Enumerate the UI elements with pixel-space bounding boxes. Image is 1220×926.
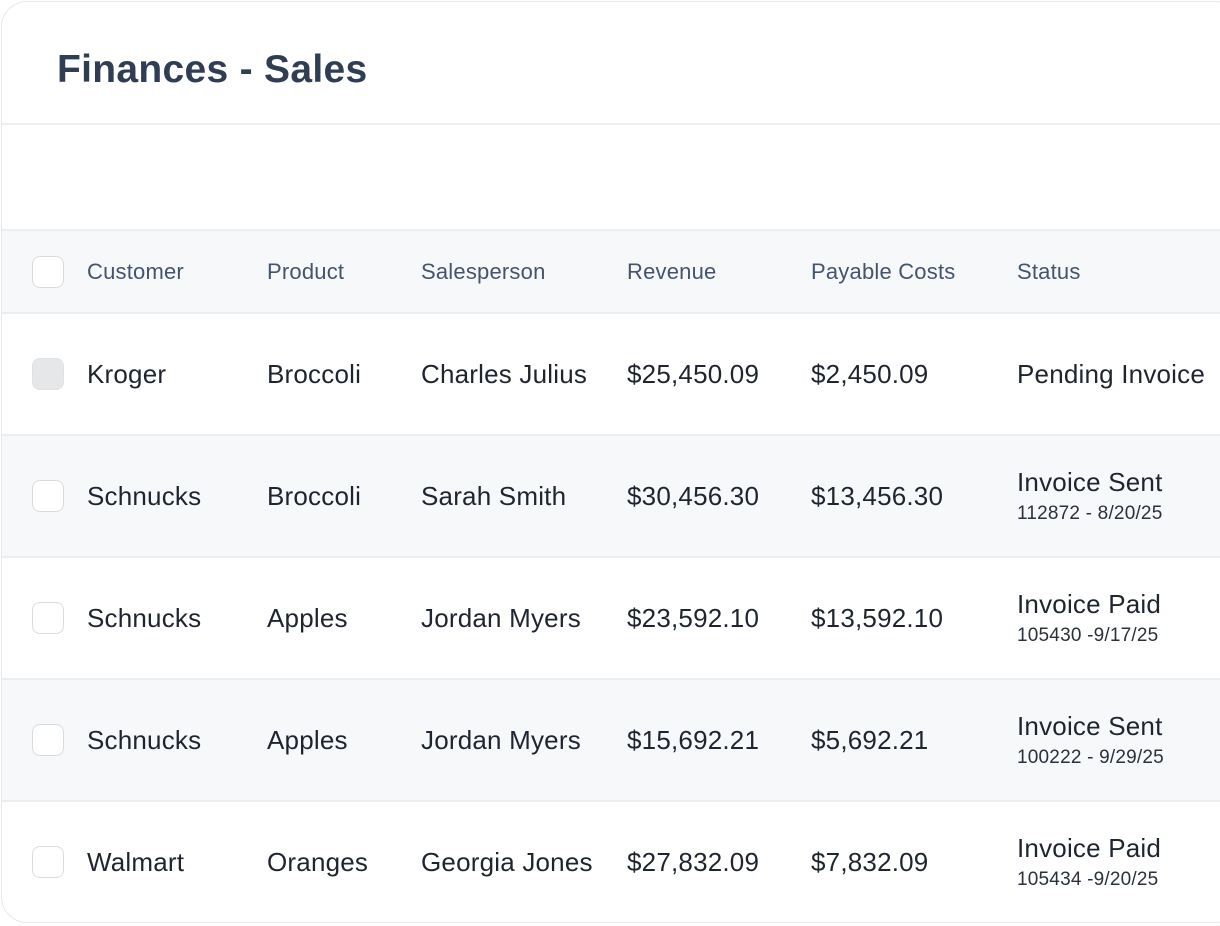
status-label: Pending Invoice — [1017, 359, 1206, 389]
product-cell: Broccoli — [267, 359, 362, 389]
salesperson-cell: Charles Julius — [421, 359, 588, 389]
revenue-cell: $23,592.10 — [627, 603, 760, 633]
invoice-detail: 105434 -9/20/25 — [1017, 869, 1159, 890]
status-label: Invoice Sent — [1017, 711, 1163, 741]
row-checkbox[interactable] — [32, 480, 64, 512]
table-header-row: Customer Product Salesperson Revenue Pay… — [2, 231, 1220, 314]
column-header-product[interactable]: Product — [267, 231, 421, 314]
sales-table: Customer Product Salesperson Revenue Pay… — [2, 231, 1220, 922]
product-cell: Broccoli — [267, 481, 362, 511]
column-header-payable-costs[interactable]: Payable Costs — [811, 231, 1017, 314]
product-cell: Oranges — [267, 847, 369, 877]
row-select-cell — [2, 557, 87, 679]
row-checkbox — [32, 358, 64, 390]
payable-costs-cell: $13,592.10 — [811, 603, 944, 633]
invoice-detail: 100222 - 9/29/25 — [1017, 747, 1164, 768]
panel-header: Finances - Sales — [2, 2, 1220, 125]
row-checkbox[interactable] — [32, 602, 64, 634]
revenue-cell: $27,832.09 — [627, 847, 760, 877]
table-row[interactable]: Kroger Broccoli Charles Julius $25,450.0… — [2, 313, 1220, 435]
payable-costs-cell: $5,692.21 — [811, 725, 929, 755]
salesperson-cell: Jordan Myers — [421, 725, 581, 755]
select-all-cell — [2, 231, 87, 314]
salesperson-cell: Jordan Myers — [421, 603, 581, 633]
customer-cell: Walmart — [87, 847, 185, 877]
customer-cell: Schnucks — [87, 481, 202, 511]
row-select-cell — [2, 679, 87, 801]
status-label: Invoice Paid — [1017, 833, 1162, 863]
invoice-detail: 112872 - 8/20/25 — [1017, 503, 1163, 524]
column-header-customer[interactable]: Customer — [87, 231, 267, 314]
salesperson-cell: Sarah Smith — [421, 481, 567, 511]
table-row[interactable]: Schnucks Broccoli Sarah Smith $30,456.30… — [2, 435, 1220, 557]
column-header-salesperson[interactable]: Salesperson — [421, 231, 627, 314]
table-row[interactable]: Walmart Oranges Georgia Jones $27,832.09… — [2, 801, 1220, 922]
revenue-cell: $15,692.21 — [627, 725, 760, 755]
customer-cell: Schnucks — [87, 725, 202, 755]
page-title: Finances - Sales — [57, 48, 368, 91]
table-toolbar — [2, 125, 1220, 231]
select-all-checkbox[interactable] — [32, 255, 64, 288]
row-checkbox[interactable] — [32, 724, 64, 756]
status-cell: Pending Invoice — [1017, 313, 1220, 435]
column-header-status[interactable]: Status — [1017, 231, 1220, 314]
table-row[interactable]: Schnucks Apples Jordan Myers $15,692.21 … — [2, 679, 1220, 801]
revenue-cell: $25,450.09 — [627, 359, 760, 389]
product-cell: Apples — [267, 725, 348, 755]
row-select-cell — [2, 801, 87, 922]
salesperson-cell: Georgia Jones — [421, 847, 593, 877]
invoice-detail: 105430 -9/17/25 — [1017, 625, 1159, 646]
customer-cell: Schnucks — [87, 603, 202, 633]
payable-costs-cell: $2,450.09 — [811, 359, 929, 389]
column-header-revenue[interactable]: Revenue — [627, 231, 811, 314]
row-select-cell — [2, 313, 87, 435]
payable-costs-cell: $13,456.30 — [811, 481, 944, 511]
status-cell: Invoice Paid 105434 -9/20/25 — [1017, 801, 1220, 922]
table-body: Kroger Broccoli Charles Julius $25,450.0… — [2, 313, 1220, 922]
product-cell: Apples — [267, 603, 348, 633]
status-cell: Invoice Paid 105430 -9/17/25 — [1017, 557, 1220, 679]
row-select-cell — [2, 435, 87, 557]
status-cell: Invoice Sent 100222 - 9/29/25 — [1017, 679, 1220, 801]
status-label: Invoice Paid — [1017, 589, 1162, 619]
customer-cell: Kroger — [87, 359, 167, 389]
payable-costs-cell: $7,832.09 — [811, 847, 929, 877]
revenue-cell: $30,456.30 — [627, 481, 760, 511]
row-checkbox[interactable] — [32, 846, 64, 878]
status-cell: Invoice Sent 112872 - 8/20/25 — [1017, 435, 1220, 557]
table-row[interactable]: Schnucks Apples Jordan Myers $23,592.10 … — [2, 557, 1220, 679]
status-label: Invoice Sent — [1017, 467, 1163, 497]
